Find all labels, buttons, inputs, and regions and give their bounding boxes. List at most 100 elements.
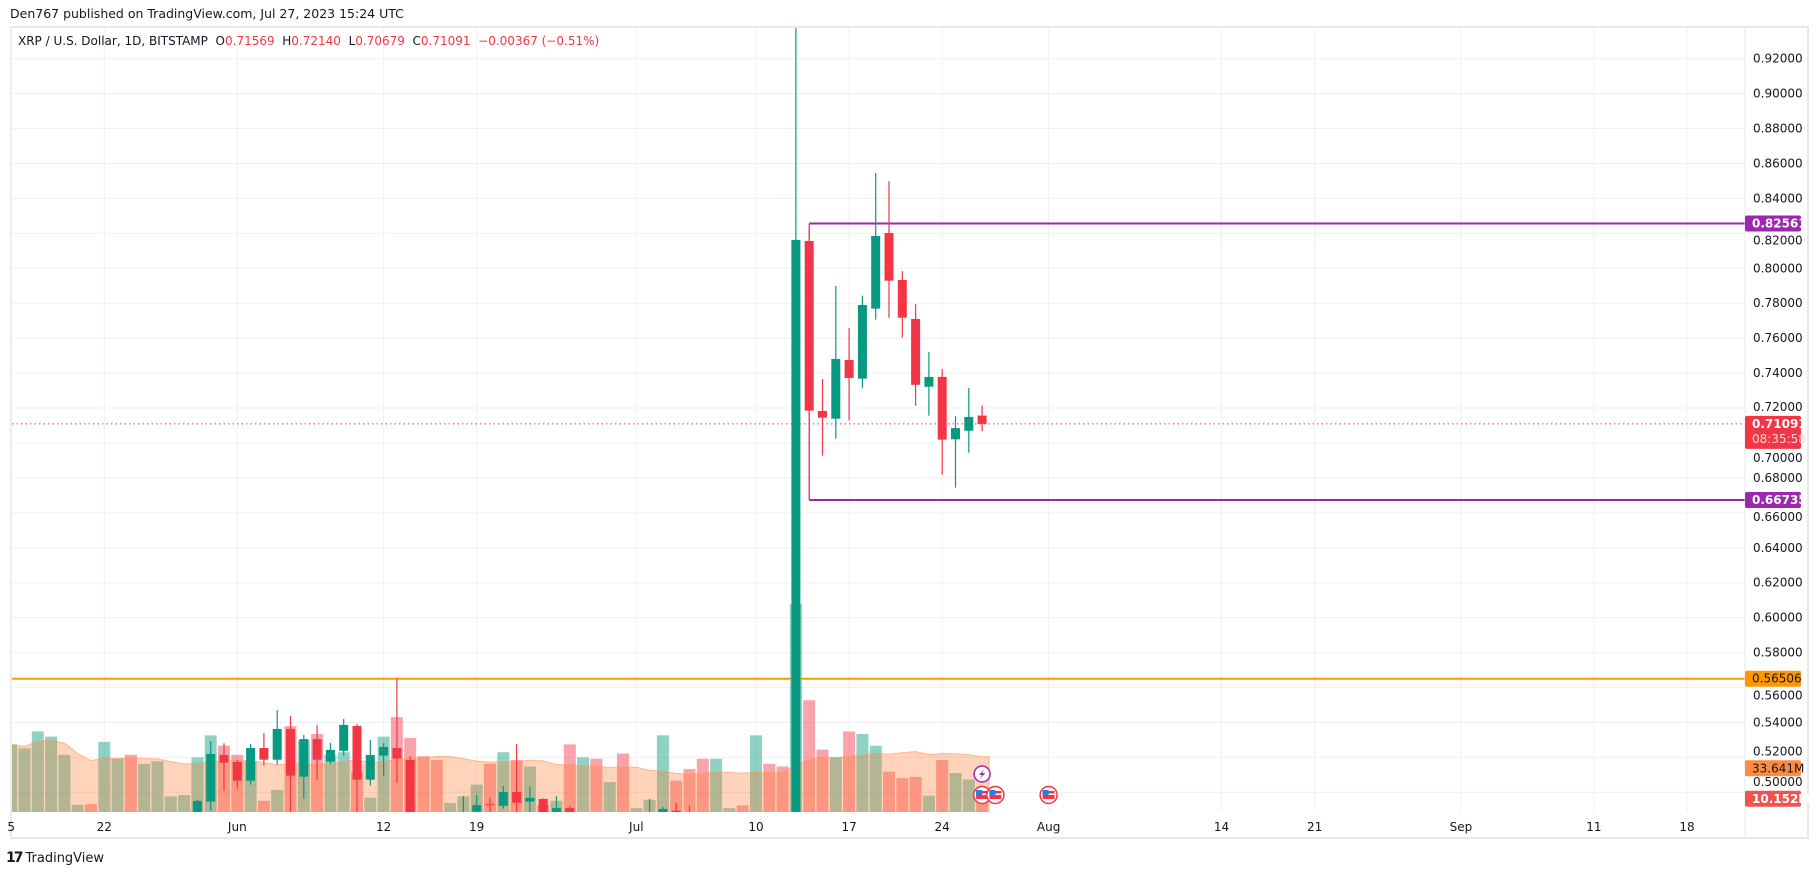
volume-bar (776, 766, 789, 812)
candle-body (897, 279, 907, 318)
price-tick-label: 0.66000 (1753, 510, 1803, 524)
volume-bar (164, 796, 177, 812)
volume-bar (577, 757, 590, 812)
time-axis[interactable]: 5 22 Jun 12 19 Jul 10 17 24 Aug 14 21 Sep 11 18 (7, 820, 1694, 834)
volume-bar (45, 736, 58, 812)
us-flag-icon[interactable] (1039, 785, 1058, 805)
volume-bar (843, 731, 856, 812)
candle-body (485, 803, 495, 805)
symbol-legend: XRP / U.S. Dollar, 1D, BITSTAMP O0.71569… (18, 34, 599, 48)
time-tick-label: 5 (7, 820, 15, 834)
candle-body (405, 760, 415, 812)
volume-bar (178, 795, 191, 812)
high-label: H (282, 34, 292, 48)
volume-bar (630, 808, 643, 812)
volume-bar (869, 745, 882, 812)
candle-body (219, 754, 229, 763)
volume-bar (883, 771, 895, 812)
price-tick-label: 0.68000 (1753, 471, 1803, 485)
price-tick-label: 0.82000 (1753, 234, 1803, 248)
candle-body (459, 815, 468, 820)
candle-body (472, 805, 482, 812)
price-tick-label: 0.78000 (1753, 296, 1803, 310)
volume-bar (324, 754, 337, 812)
lightning-bolt (979, 769, 986, 779)
volume-bar (151, 761, 164, 812)
low-label: L (348, 34, 356, 48)
volume-bar (922, 795, 935, 812)
candles (192, 28, 987, 827)
price-tick-label: 0.84000 (1753, 191, 1803, 205)
price-tick-label: 0.62000 (1753, 576, 1803, 590)
volume-ma-tag-bg (1745, 760, 1801, 777)
price-tick-label: 0.86000 (1753, 156, 1803, 170)
flag-canton (989, 790, 996, 795)
time-tick-label: Aug (1037, 820, 1060, 834)
volume-bar (696, 758, 709, 812)
close-value: 0.71091 (420, 34, 471, 48)
candle-body (365, 754, 375, 780)
volume-bar (563, 744, 576, 812)
candle-body (379, 746, 389, 756)
volume-tag-label: 10.152M (1752, 792, 1810, 806)
close-label: C (412, 34, 421, 48)
flag-canton (976, 790, 983, 795)
drawn-levels[interactable] (12, 222, 1745, 680)
tradingview-logo[interactable]: 17 TradingView (6, 850, 104, 866)
price-tick-label: 0.58000 (1753, 646, 1803, 660)
volume-bar (257, 800, 270, 812)
time-tick-label: 19 (469, 820, 484, 834)
volume-bar (271, 789, 284, 812)
volume-bar (683, 769, 696, 812)
candle-body (818, 410, 827, 418)
candle-body (951, 428, 960, 440)
candle-body (299, 739, 309, 777)
tradingview-logo-text: TradingView (25, 850, 105, 866)
candle-body (924, 376, 934, 387)
volume-ma-area (12, 739, 990, 812)
volume-bar (750, 735, 762, 812)
volume-bar (829, 757, 842, 812)
price-tag-bg (1745, 492, 1801, 508)
candle-body (911, 318, 921, 385)
time-tick-label: Jun (227, 820, 247, 834)
candle-body (844, 359, 854, 378)
volume-bar (12, 744, 18, 812)
candle-body (339, 724, 349, 751)
publish-info: Den767 published on TradingView.com, Jul… (10, 6, 404, 21)
symbol-name[interactable]: XRP / U.S. Dollar, 1D, BITSTAMP (18, 34, 208, 48)
time-tick-label: 18 (1679, 820, 1694, 834)
us-flag-icon[interactable] (986, 785, 1005, 805)
us-flag-icon[interactable] (972, 785, 992, 805)
time-tick-label: 22 (97, 820, 112, 834)
volume-bar (962, 779, 975, 812)
event-markers[interactable] (972, 765, 1058, 805)
volume-bar (949, 773, 962, 812)
volume-bar (603, 782, 616, 812)
time-tick-label: 24 (935, 820, 950, 834)
price-tick-label: 0.76000 (1753, 331, 1803, 345)
time-tick-label: 12 (376, 820, 391, 834)
price-tick-label: 0.54000 (1753, 715, 1803, 729)
volume-tag-bg (1745, 790, 1801, 807)
candle-body (804, 241, 814, 411)
volume-bar (670, 780, 683, 812)
lightning-icon[interactable] (973, 765, 991, 783)
candle-body (538, 798, 548, 812)
volume-bar (656, 735, 669, 812)
last-price-label: 0.71091 (1752, 417, 1807, 431)
candle-body (645, 822, 654, 827)
candle-body (498, 792, 508, 806)
price-tick-label: 0.72000 (1753, 400, 1803, 414)
volume-bar (111, 758, 124, 812)
price-tick-label: 0.88000 (1753, 122, 1803, 136)
candle-body (325, 749, 335, 762)
volume-bar (444, 802, 457, 812)
volume-bar (85, 804, 97, 812)
candle-body (871, 235, 881, 309)
volume-bar (856, 734, 869, 812)
volume-bar (138, 763, 151, 812)
last-price-tag-bg (1745, 415, 1801, 449)
